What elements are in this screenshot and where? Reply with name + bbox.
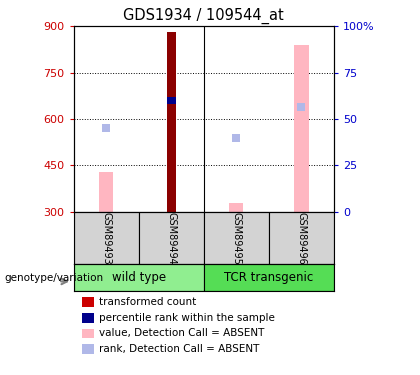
Text: value, Detection Call = ABSENT: value, Detection Call = ABSENT bbox=[99, 328, 264, 338]
Text: GSM89494: GSM89494 bbox=[166, 212, 176, 264]
Bar bbox=[167, 33, 176, 212]
Bar bbox=[204, 264, 334, 291]
Text: transformed count: transformed count bbox=[99, 297, 196, 307]
Text: percentile rank within the sample: percentile rank within the sample bbox=[99, 313, 275, 322]
Bar bbox=[294, 45, 309, 212]
Text: wild type: wild type bbox=[112, 271, 165, 284]
Text: GSM89493: GSM89493 bbox=[101, 212, 111, 264]
Text: rank, Detection Call = ABSENT: rank, Detection Call = ABSENT bbox=[99, 344, 259, 354]
Bar bbox=[229, 202, 244, 212]
Text: TCR transgenic: TCR transgenic bbox=[224, 271, 313, 284]
Bar bbox=[167, 98, 176, 104]
Title: GDS1934 / 109544_at: GDS1934 / 109544_at bbox=[123, 7, 284, 24]
Text: GSM89495: GSM89495 bbox=[231, 211, 241, 265]
Bar bbox=[269, 212, 334, 264]
Bar bbox=[99, 172, 113, 212]
Bar bbox=[139, 212, 204, 264]
Bar bbox=[74, 212, 139, 264]
Text: GSM89496: GSM89496 bbox=[297, 212, 306, 264]
Bar bbox=[204, 212, 269, 264]
Bar bbox=[74, 264, 204, 291]
Text: genotype/variation: genotype/variation bbox=[4, 273, 103, 283]
